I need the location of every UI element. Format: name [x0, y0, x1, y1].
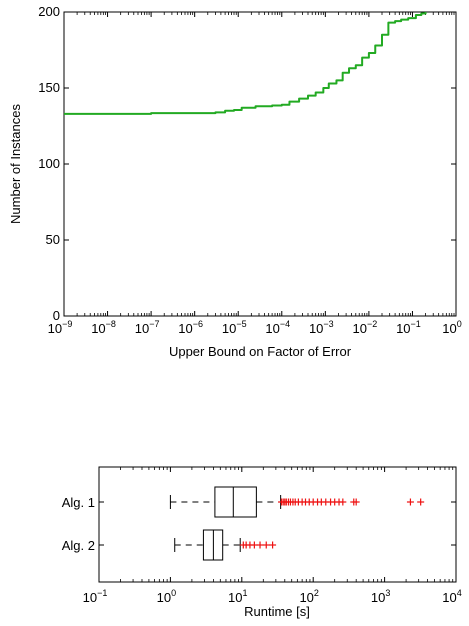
- line-chart-y-axis-label: Number of Instances: [8, 104, 23, 224]
- box-plot-chart: 10−1 100 101 102 103 104 Alg. 1 Alg. 2 Runtime…: [62, 466, 462, 619]
- box-plot-x-axis-label: Runtime [s]: [244, 604, 310, 619]
- line-chart-x-tick-label: 10−5: [222, 319, 247, 336]
- line-chart-x-ticks: 10−9 10−8 10−7 10−6 10−5 10−4 10−3 10−2 10−1 100: [48, 12, 462, 336]
- line-chart-y-tick-label: 100: [38, 156, 60, 171]
- box-plot-category-labels: Alg. 1 Alg. 2: [62, 495, 456, 553]
- box-plot-boxes: [169, 486, 425, 561]
- line-chart-y-ticks: 0 50 100 150 200: [38, 4, 456, 323]
- box-plot-x-tick-label: 102: [299, 588, 318, 605]
- box-plot-x-ticks: 10−1 100 101 102 103 104: [83, 467, 462, 605]
- box-plot-box-group: [169, 486, 425, 518]
- line-chart: 10−9 10−8 10−7 10−6 10−5 10−4 10−3 10−2 10−1 100 …: [8, 4, 462, 359]
- box-plot-outlier-marker: [417, 498, 425, 506]
- box-plot-frame: [98, 466, 457, 583]
- line-chart-series-line: [64, 12, 427, 115]
- line-chart-x-tick-label: 100: [442, 319, 461, 336]
- line-chart-x-tick-label: 10−3: [309, 319, 334, 336]
- box-plot-x-tick-label: 104: [442, 588, 461, 605]
- box-plot-category-label: Alg. 1: [62, 495, 95, 510]
- box-plot-x-tick-label: 103: [371, 588, 390, 605]
- line-chart-x-axis-label: Upper Bound on Factor of Error: [169, 344, 352, 359]
- line-chart-x-tick-label: 10−9: [48, 319, 73, 336]
- box-plot-x-tick-label: 101: [228, 588, 247, 605]
- box-plot-x-tick-label: 10−1: [83, 588, 108, 605]
- line-chart-y-tick-label: 150: [38, 80, 60, 95]
- box-plot-outlier-marker: [269, 541, 277, 549]
- box-plot-outlier-marker: [256, 541, 264, 549]
- box-plot-outlier-marker: [339, 498, 347, 506]
- box-plot-x-tick-label: 100: [157, 588, 176, 605]
- line-chart-frame: [63, 11, 457, 317]
- line-chart-x-tick-label: 10−4: [265, 319, 290, 336]
- line-chart-y-tick-label: 50: [46, 232, 60, 247]
- line-chart-y-tick-label: 0: [53, 308, 60, 323]
- line-chart-x-tick-label: 10−6: [178, 319, 203, 336]
- box-plot-iqr-box: [214, 486, 257, 518]
- line-chart-x-tick-label: 10−1: [396, 319, 421, 336]
- box-plot-box-group: [174, 529, 277, 561]
- line-chart-series: [64, 12, 427, 115]
- box-plot-outlier-marker: [352, 498, 360, 506]
- line-chart-y-tick-label: 200: [38, 4, 60, 19]
- line-chart-x-tick-label: 10−8: [91, 319, 116, 336]
- line-chart-x-tick-label: 10−7: [135, 319, 160, 336]
- line-chart-x-tick-label: 10−2: [353, 319, 378, 336]
- box-plot-outlier-marker: [262, 541, 270, 549]
- box-plot-category-label: Alg. 2: [62, 538, 95, 553]
- box-plot-outlier-marker: [406, 498, 414, 506]
